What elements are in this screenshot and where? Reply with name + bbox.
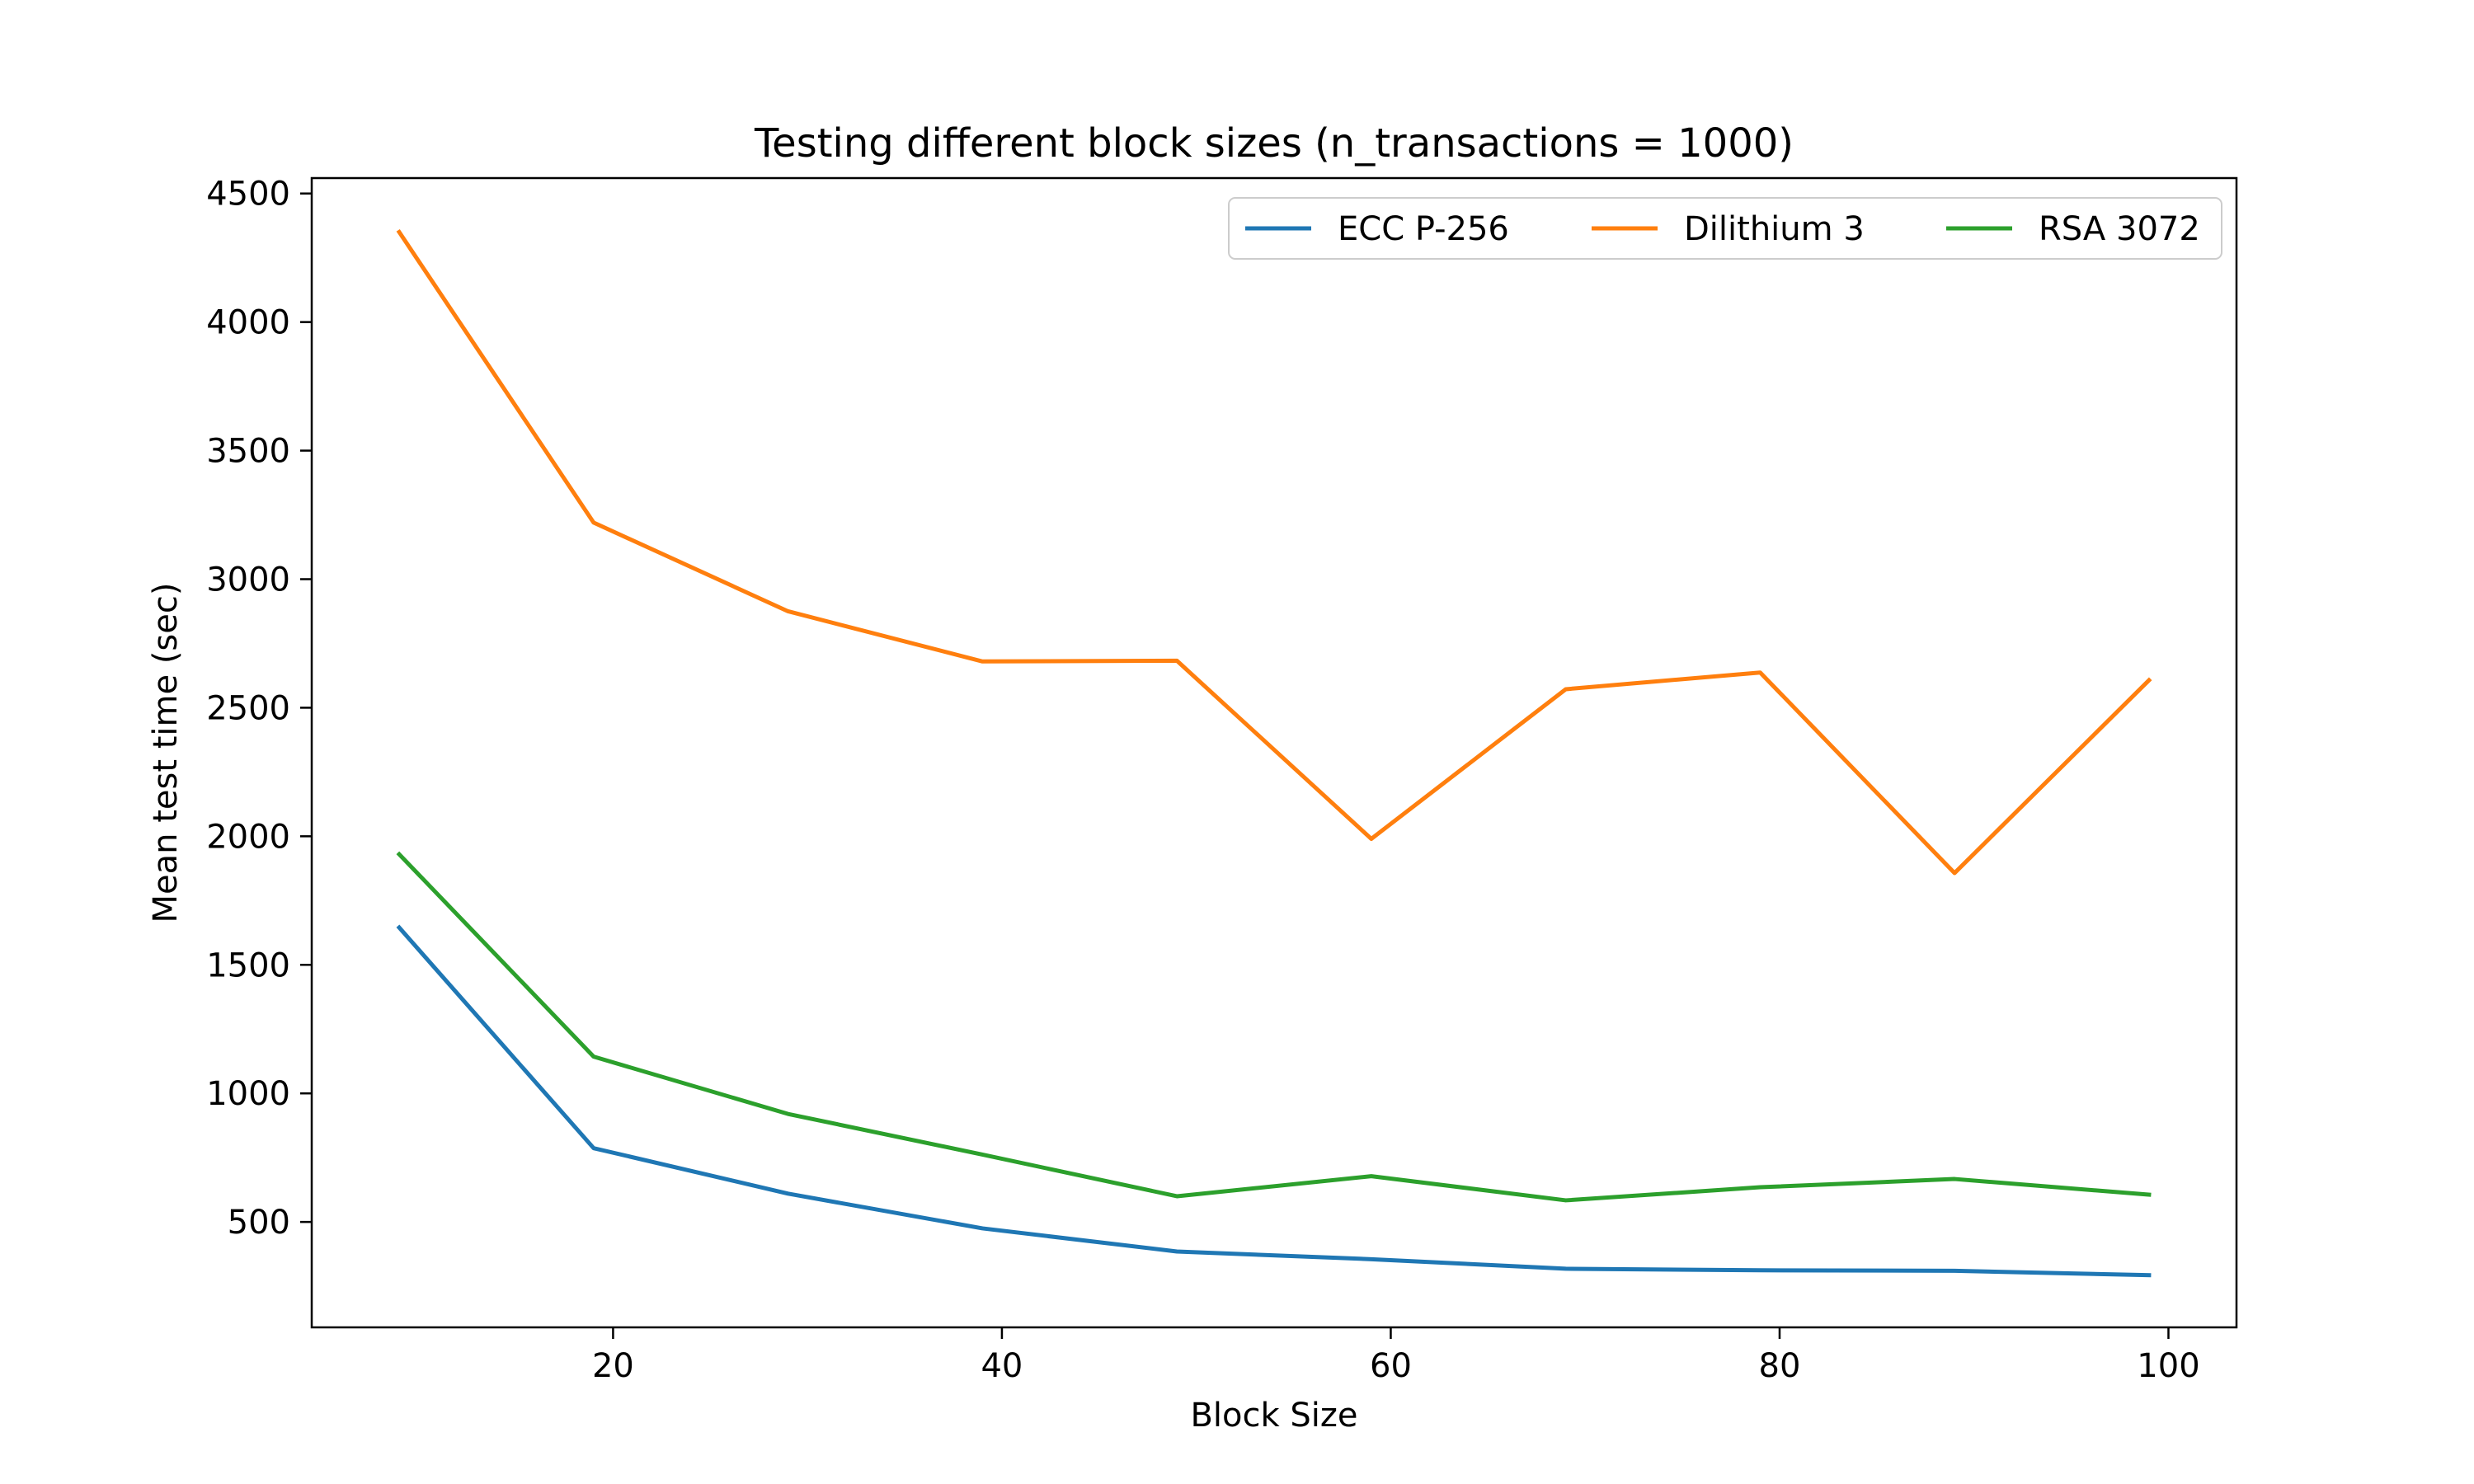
y-tick-label: 1000 [206,1075,290,1113]
y-axis-label: Mean test time (sec) [147,583,185,923]
legend-label: ECC P-256 [1338,210,1509,248]
y-tick-label: 3500 [206,433,290,471]
y-tick-label: 2500 [206,689,290,727]
x-tick-label: 60 [1370,1347,1412,1385]
legend-label: Dilithium 3 [1684,210,1865,248]
chart-title: Testing different block sizes (n_transac… [754,120,1794,167]
legend-label: RSA 3072 [2039,210,2200,248]
x-tick-label: 100 [2137,1347,2199,1385]
x-tick-label: 20 [592,1347,634,1385]
y-tick-label: 3000 [206,561,290,599]
x-tick-label: 80 [1759,1347,1801,1385]
y-tick-label: 4500 [206,176,290,214]
x-axis-label: Block Size [1190,1397,1357,1435]
legend: ECC P-256 Dilithium 3 RSA 3072 [1229,198,2222,259]
y-tick-label: 500 [228,1204,290,1242]
y-tick-label: 1500 [206,946,290,984]
y-tick-label: 2000 [206,818,290,856]
y-tick-label: 4000 [206,304,290,342]
x-tick-label: 40 [981,1347,1023,1385]
